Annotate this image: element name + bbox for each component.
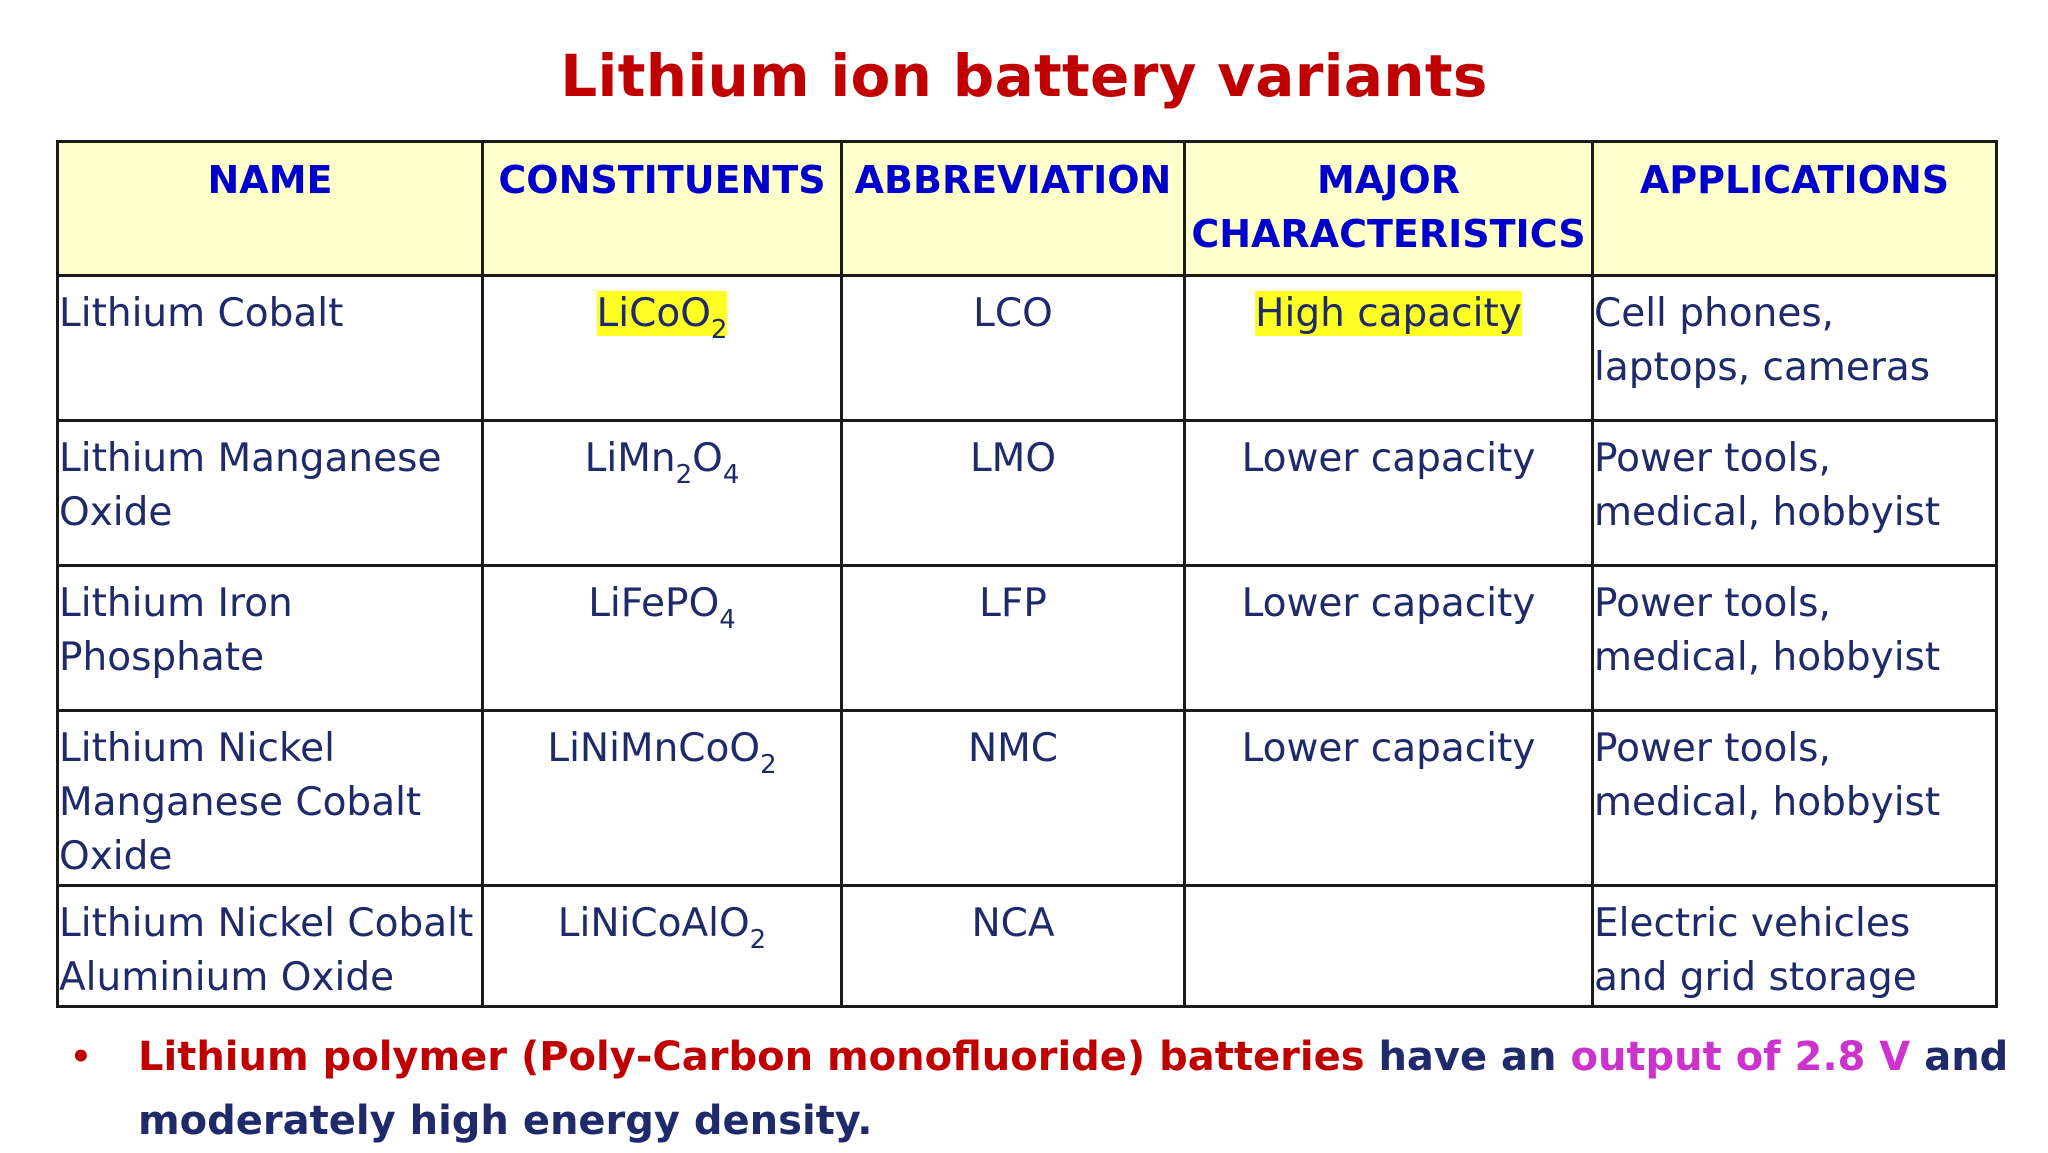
header-major-characteristics: MAJOR CHARACTERISTICS bbox=[1183, 140, 1594, 277]
bullet-icon: • bbox=[70, 1037, 92, 1077]
footnote-text: Lithium polymer (Poly-Carbon monofluorid… bbox=[70, 1025, 2010, 1153]
characteristics-highlight: High capacity bbox=[1255, 291, 1522, 336]
cell-constituents: LiNiCoAlO2 bbox=[481, 884, 843, 1008]
cell-constituents: LiNiMnCoO2 bbox=[481, 709, 843, 887]
cell-name: Lithium Iron Phosphate bbox=[56, 564, 484, 712]
cell-abbreviation: NMC bbox=[840, 709, 1186, 887]
table-row: Lithium Nickel Manganese Cobalt Oxide Li… bbox=[56, 709, 1998, 887]
cell-abbreviation: LFP bbox=[840, 564, 1186, 712]
cell-constituents: LiCoO2 bbox=[481, 274, 843, 422]
cell-characteristics: High capacity bbox=[1183, 274, 1594, 422]
cell-abbreviation: LMO bbox=[840, 419, 1186, 567]
header-applications: APPLICATIONS bbox=[1591, 140, 1998, 277]
footnote-navy-text-2: and moderately high energy density. bbox=[138, 1034, 2009, 1144]
cell-applications: Electric vehicles and grid storage bbox=[1591, 884, 1998, 1008]
cell-applications: Power tools, medical, hobbyist bbox=[1591, 564, 1998, 712]
cell-constituents: LiMn2O4 bbox=[481, 419, 843, 567]
cell-characteristics: Lower capacity bbox=[1183, 564, 1594, 712]
cell-name: Lithium Cobalt bbox=[56, 274, 484, 422]
table-row: Lithium Nickel Cobalt Aluminium Oxide Li… bbox=[56, 884, 1998, 1008]
table-row: Lithium Cobalt LiCoO2 LCO High capacity … bbox=[56, 274, 1998, 422]
cell-abbreviation: NCA bbox=[840, 884, 1186, 1008]
cell-characteristics bbox=[1183, 884, 1594, 1008]
cell-name: Lithium Manganese Oxide bbox=[56, 419, 484, 567]
cell-constituents: LiFePO4 bbox=[481, 564, 843, 712]
cell-abbreviation: LCO bbox=[840, 274, 1186, 422]
table-row: Lithium Iron Phosphate LiFePO4 LFP Lower… bbox=[56, 564, 1998, 712]
cell-applications: Power tools, medical, hobbyist bbox=[1591, 709, 1998, 887]
cell-characteristics: Lower capacity bbox=[1183, 419, 1594, 567]
header-constituents: CONSTITUENTS bbox=[481, 140, 843, 277]
footnote-magenta-text: output of 2.8 V bbox=[1570, 1034, 1911, 1080]
header-name: NAME bbox=[56, 140, 484, 277]
header-abbreviation: ABBREVIATION bbox=[840, 140, 1186, 277]
cell-characteristics: Lower capacity bbox=[1183, 709, 1594, 887]
footnote-navy-text: have an bbox=[1378, 1034, 1557, 1080]
cell-applications: Power tools, medical, hobbyist bbox=[1591, 419, 1998, 567]
footnote-red-text: Lithium polymer (Poly-Carbon monofluorid… bbox=[138, 1034, 1365, 1080]
cell-name: Lithium Nickel Cobalt Aluminium Oxide bbox=[56, 884, 484, 1008]
table-header-row: NAME CONSTITUENTS ABBREVIATION MAJOR CHA… bbox=[56, 140, 1998, 277]
cell-applications: Cell phones, laptops, cameras bbox=[1591, 274, 1998, 422]
cell-name: Lithium Nickel Manganese Cobalt Oxide bbox=[56, 709, 484, 887]
table-row: Lithium Manganese Oxide LiMn2O4 LMO Lowe… bbox=[56, 419, 1998, 567]
slide-title: Lithium ion battery variants bbox=[560, 42, 1488, 110]
footnote: • Lithium polymer (Poly-Carbon monofluor… bbox=[70, 1025, 2010, 1153]
battery-variants-table: NAME CONSTITUENTS ABBREVIATION MAJOR CHA… bbox=[56, 140, 1998, 1008]
formula-highlight: LiCoO2 bbox=[596, 291, 728, 345]
